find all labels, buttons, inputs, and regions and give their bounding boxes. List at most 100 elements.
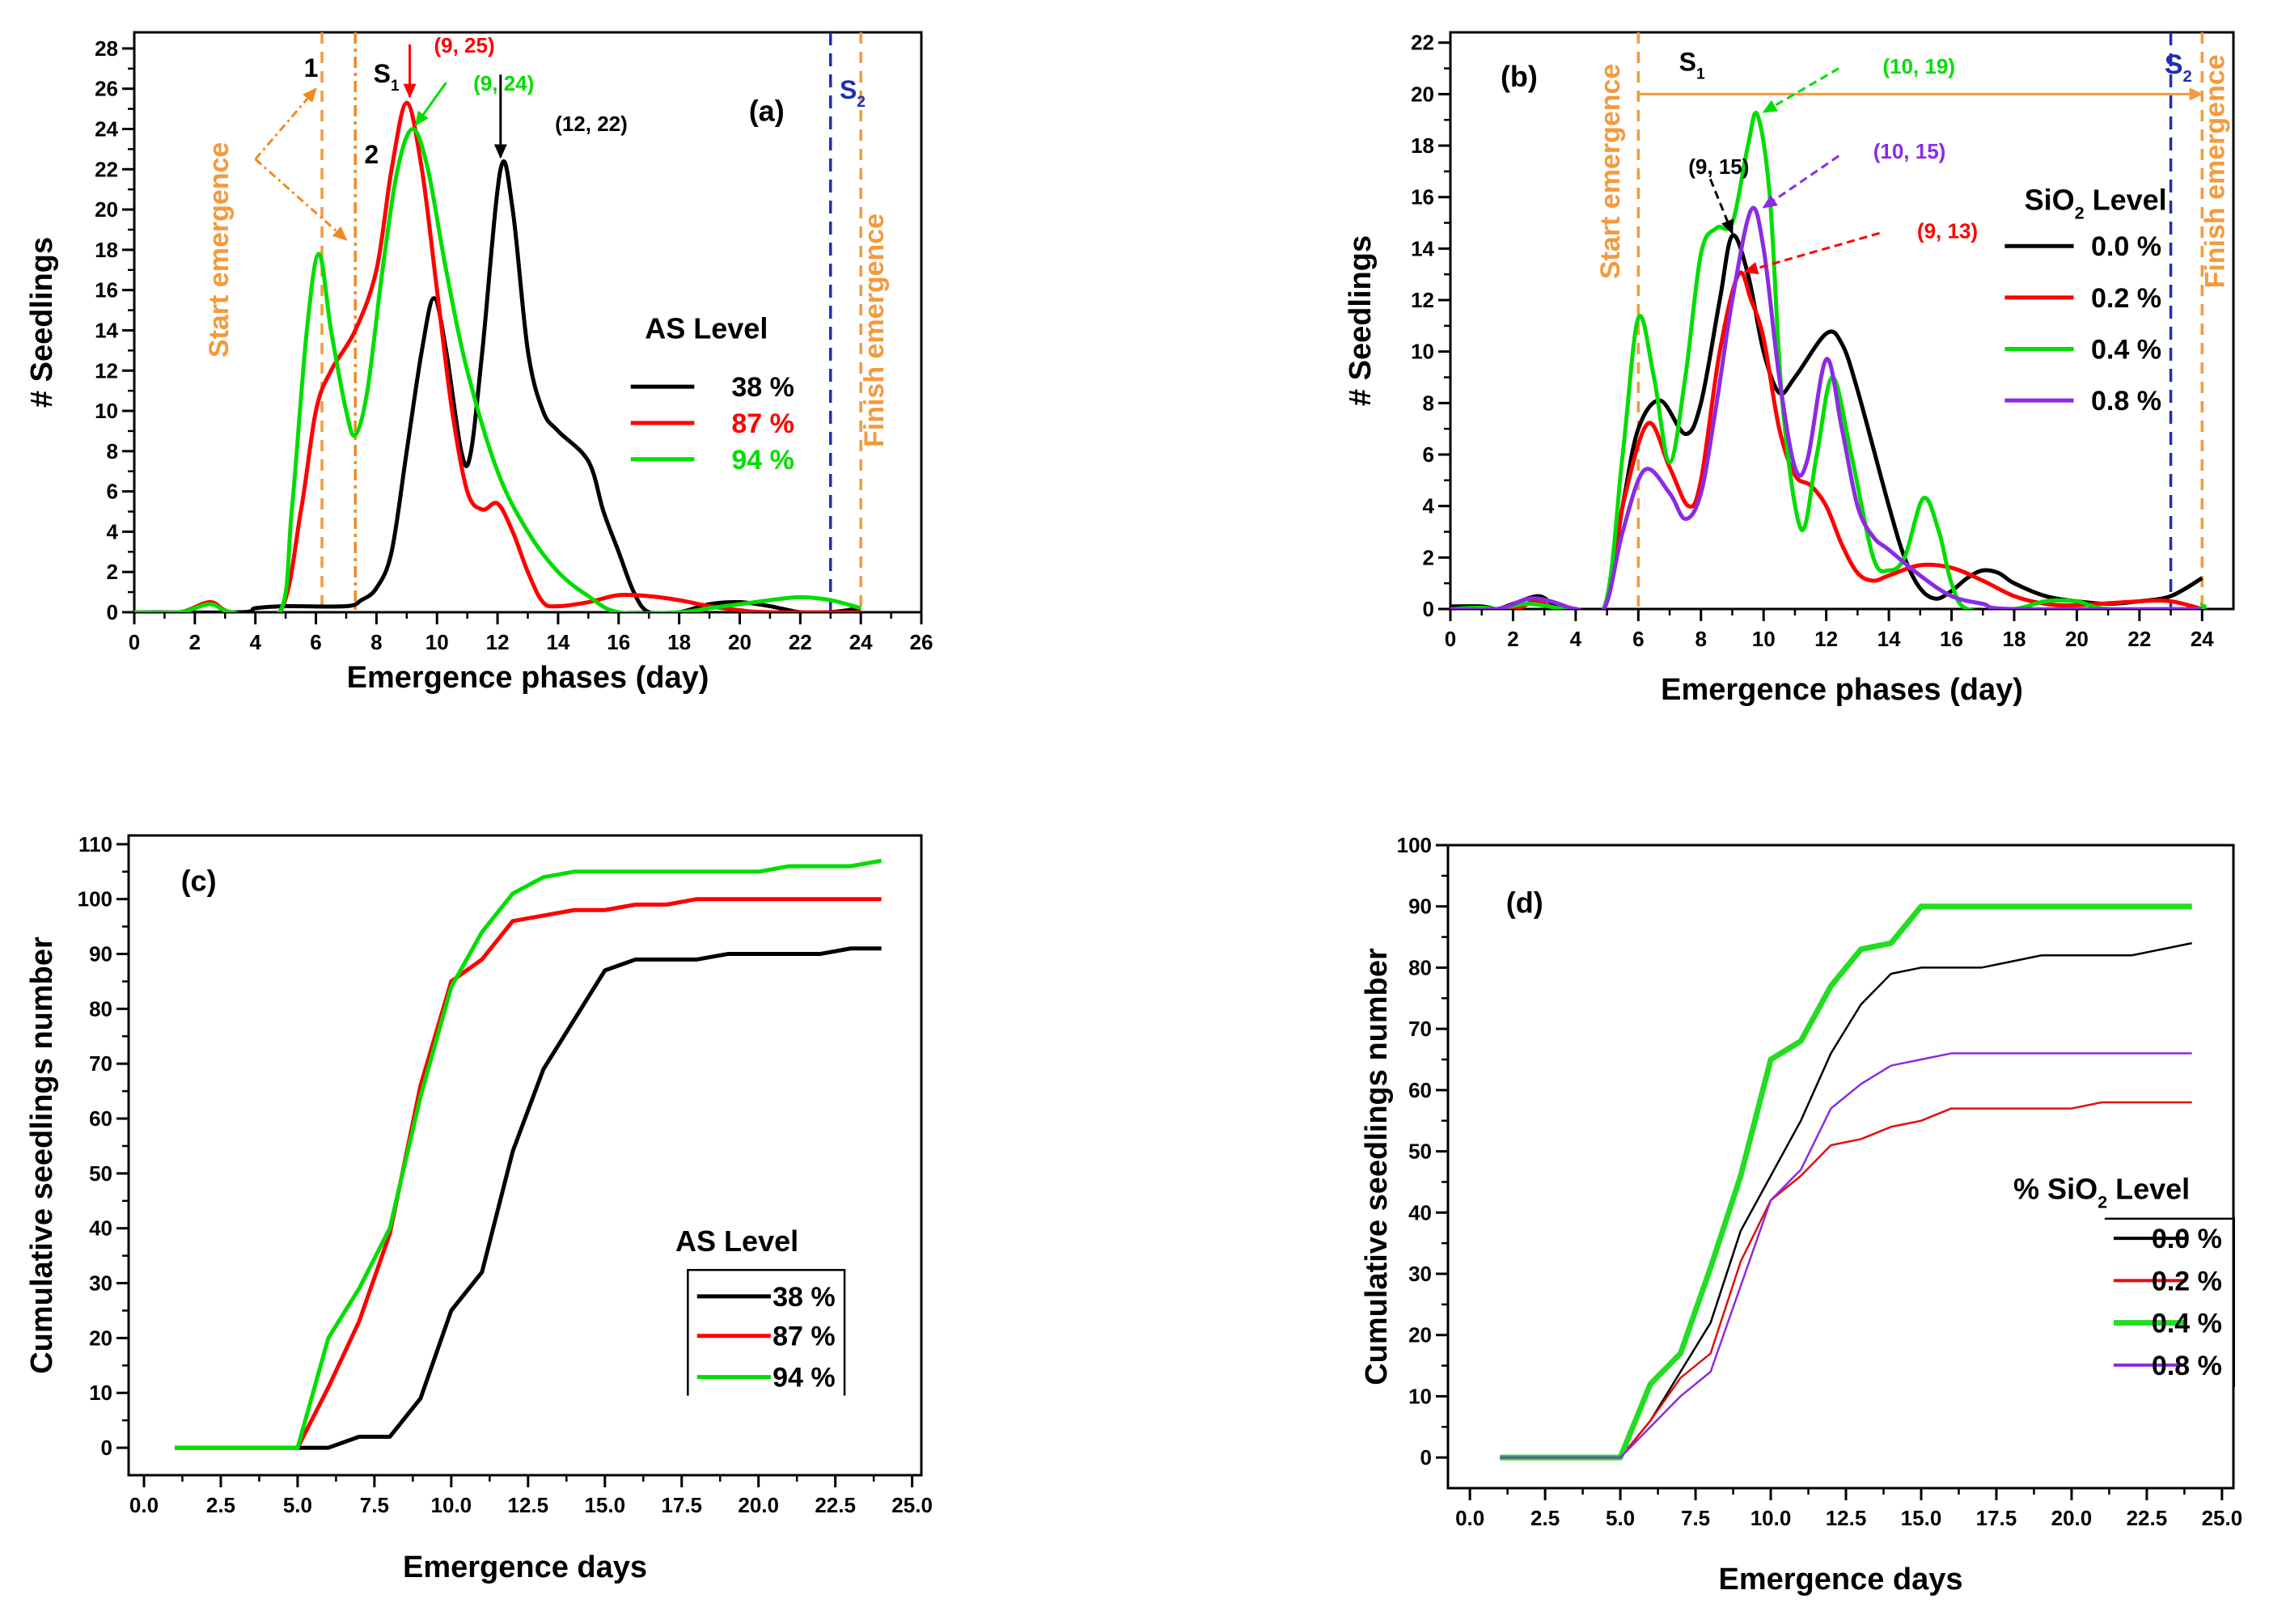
y-tick-label: 8: [107, 439, 118, 463]
legend-label: 0.0 %: [2152, 1224, 2222, 1254]
y-tick-label: 14: [95, 318, 118, 342]
y-axis-title: Cumulative seedlings number: [1360, 948, 1394, 1385]
legend: AS Level 38 % 87 % 94 %: [630, 311, 794, 476]
series-line-87: [134, 100, 861, 612]
x-tick-label: 25.0: [2202, 1506, 2243, 1530]
x-tick-label: 2.5: [206, 1493, 235, 1517]
x-tick-label: 2: [1507, 627, 1518, 651]
y-tick-label: 24: [95, 117, 118, 142]
y-tick-label: 20: [1411, 82, 1434, 106]
legend-title-subscript: 2: [2098, 1191, 2107, 1212]
annotation-label-main: (9, 25): [434, 33, 494, 57]
legend-label: 0.8 %: [2091, 386, 2161, 417]
series-line-08: [1500, 1052, 2192, 1459]
legend-label: 0.2 %: [2091, 283, 2161, 314]
y-axis-title: Cumulative seedlings number: [25, 937, 59, 1374]
y-tick-label: 0: [101, 1436, 112, 1460]
y-tick-label: 16: [1411, 185, 1434, 209]
annotation-label-main: S: [1679, 48, 1696, 77]
legend-label: 0.2 %: [2152, 1266, 2222, 1296]
series-group: [1500, 903, 2192, 1461]
x-tick-label: 18: [2002, 627, 2026, 651]
y-tick-label: 40: [89, 1216, 112, 1241]
y-tick-label: 30: [1408, 1262, 1432, 1286]
legend-title: AS Level: [645, 311, 768, 345]
y-tick-label: 110: [78, 832, 112, 856]
legend-label: 0.8 %: [2152, 1351, 2222, 1381]
legend-title-main: AS Level: [645, 311, 768, 345]
series-line-94: [134, 127, 861, 612]
legend-title: AS Level: [675, 1224, 798, 1258]
legend: SiO2 Level 0.0 % 0.2 % 0.4 % 0.8 %: [2004, 184, 2167, 417]
legend-title-rest: Level: [2107, 1173, 2190, 1206]
annotation-label: (9, 24): [473, 71, 534, 95]
annotation-label: (9, 15): [1688, 154, 1749, 179]
annotation-label: S2: [2165, 49, 2192, 86]
series-group: [134, 100, 861, 612]
x-tick-label: 4: [249, 630, 261, 654]
x-tick-label: 15.0: [1901, 1506, 1942, 1530]
annotation-label-main: Finish emergence: [859, 214, 890, 447]
series-line-02: [1500, 1101, 2192, 1459]
annotation-label-main: S: [2165, 49, 2183, 80]
x-tick-label: 4: [1570, 627, 1582, 651]
x-tick-label: 10: [425, 630, 449, 654]
annotation-label: (a): [749, 95, 785, 128]
annotation-label: S1: [1679, 48, 1705, 83]
legend-label: 38 %: [773, 1282, 836, 1313]
panel-a: 0 2 4 6 8 10 12 14 16 18 20 22 24 2602468101214161820…: [25, 31, 933, 695]
x-tick-label: 2: [189, 630, 201, 654]
x-tick-label: 22.5: [2127, 1506, 2168, 1530]
y-tick-label: 28: [95, 36, 118, 61]
y-tick-label: 18: [1411, 133, 1434, 158]
legend-title-main: SiO: [2025, 184, 2075, 217]
annotation-label-main: 2: [364, 140, 379, 169]
legend-label: 0.0 %: [2091, 231, 2161, 262]
series-line-00: [1450, 233, 2203, 609]
y-tick-label: 0: [1420, 1445, 1432, 1470]
y-tick-label: 4: [107, 519, 119, 543]
y-tick-label: 4: [1423, 494, 1435, 518]
x-tick-label: 20: [2065, 627, 2089, 651]
y-tick-label: 70: [1408, 1017, 1432, 1041]
y-tick-label: 2: [1423, 545, 1434, 569]
series-group: [174, 858, 883, 1450]
annotation-label: (c): [181, 865, 217, 898]
y-tick-label: 8: [1423, 391, 1434, 415]
panel-d: 0.0 2.5 5.0 7.5 10.0 12.5 15.0 17.5 20.0 22.5 25.0…: [1360, 833, 2242, 1597]
y-tick-label: 10: [89, 1381, 112, 1405]
annotation-label: 1: [304, 53, 319, 82]
y-tick-label: 22: [95, 157, 118, 181]
x-tick-label: 17.5: [1976, 1506, 2017, 1530]
x-tick-label: 12: [1814, 627, 1838, 651]
annotation-label: (9, 13): [1917, 219, 1978, 243]
y-tick-label: 26: [95, 77, 118, 101]
annotation-label-main: (a): [749, 95, 785, 128]
legend-title: % SiO2 Level: [2013, 1173, 2190, 1212]
y-tick-label: 18: [95, 238, 118, 262]
y-tick-label: 12: [95, 358, 118, 383]
y-tick-label: 60: [1408, 1078, 1432, 1102]
legend-box: [687, 1269, 846, 1396]
annotation-label-main: (9, 13): [1917, 219, 1978, 243]
y-tick-label: 50: [1408, 1140, 1432, 1164]
y-axis-title: # Seedlings: [25, 237, 59, 408]
annotation-label-main: (9, 24): [473, 71, 534, 95]
annotation-label: S1: [374, 59, 400, 95]
x-tick-label: 24: [849, 630, 873, 654]
x-tick-label: 10.0: [1750, 1506, 1792, 1530]
annotation-label: 2: [364, 140, 379, 169]
x-tick-label: 10.0: [431, 1493, 472, 1517]
annotation-label-subscript: 1: [391, 78, 400, 95]
x-axis-title: Emergence days: [403, 1550, 647, 1584]
x-tick-label: 10: [1752, 627, 1776, 651]
y-tick-label: 12: [1411, 288, 1434, 312]
series-line-04: [1500, 903, 2192, 1461]
legend-box: [2104, 1217, 2235, 1388]
annotation-label-main: (12, 22): [555, 112, 628, 136]
plot-frame: [127, 834, 923, 1477]
y-tick-label: 6: [1423, 442, 1434, 467]
annotation-label-main: (9, 15): [1688, 154, 1749, 179]
x-tick-label: 6: [310, 630, 321, 654]
y-tick-label: 20: [89, 1326, 112, 1350]
